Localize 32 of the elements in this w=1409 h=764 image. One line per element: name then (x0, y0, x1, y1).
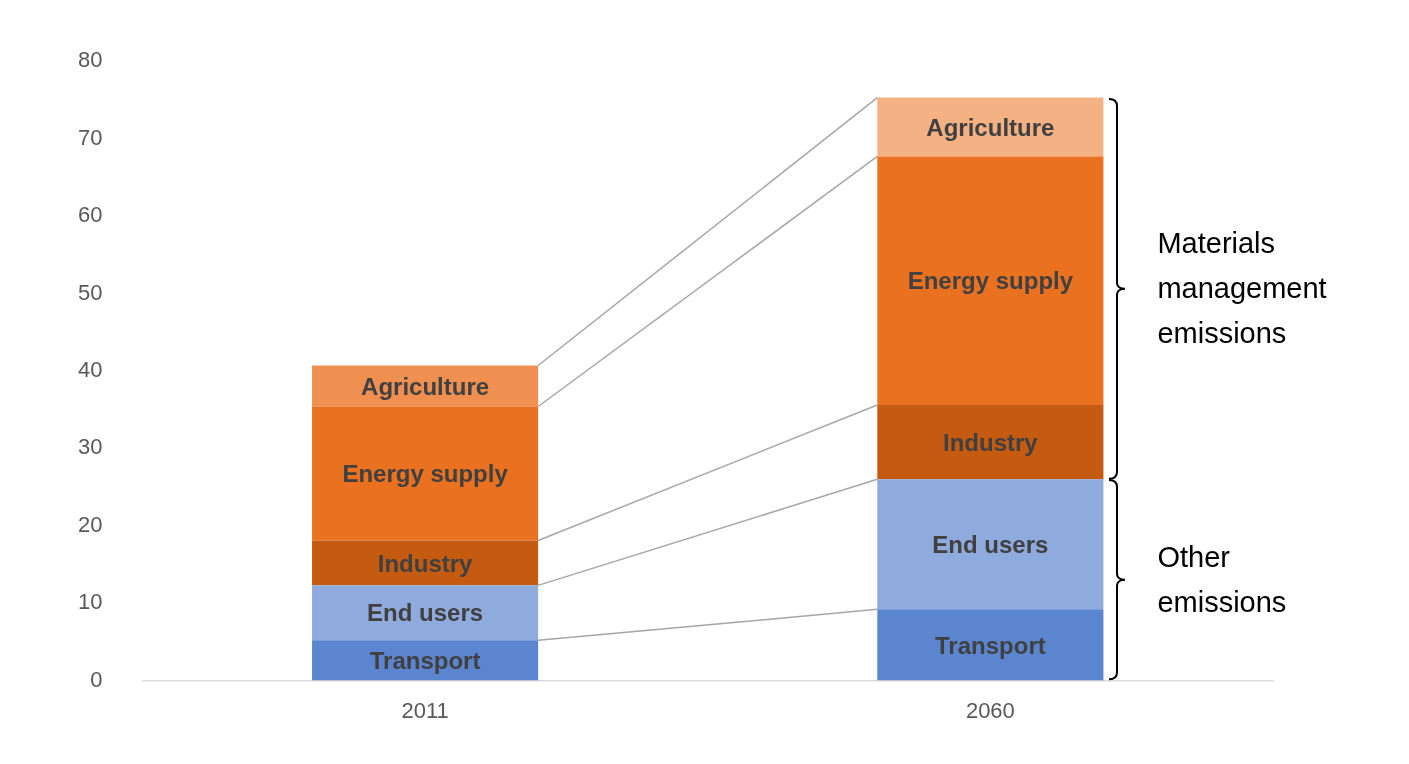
y-tick-label: 40 (77, 356, 103, 382)
y-tick-label: 60 (77, 202, 103, 228)
y-tick-label: 30 (77, 434, 103, 460)
y-tick-label: 20 (77, 511, 103, 537)
series-label: Transport (369, 647, 481, 675)
y-tick-label: 50 (77, 279, 103, 305)
bar (312, 406, 539, 541)
series-label: End users (367, 599, 484, 627)
y-tick-label: 10 (77, 589, 103, 615)
bar (312, 585, 539, 641)
text: Transport (935, 631, 1046, 659)
annotation: Materials management emissions (1157, 225, 1328, 351)
x-tick-label: 2060 (965, 697, 1015, 723)
series-label: Agriculture (361, 372, 490, 400)
text: Energy supply (342, 460, 508, 488)
text: Industry (943, 428, 1038, 456)
bar (877, 404, 1104, 480)
annotation: Other emissions (1157, 539, 1288, 620)
text: End users (932, 530, 1049, 558)
series-label: Industry (377, 549, 474, 577)
y-tick-label: 0 (90, 666, 103, 692)
bar (877, 156, 1104, 405)
bar (312, 365, 539, 407)
bar (877, 97, 1104, 157)
x-tick-label: 2011 (401, 697, 449, 723)
text: Agriculture (926, 113, 1055, 141)
bar (312, 540, 539, 586)
y-tick-label: 70 (77, 124, 103, 150)
bar (877, 479, 1104, 610)
bar (877, 609, 1104, 681)
series-label: Energy supply (907, 267, 1074, 295)
y-tick-label: 80 (77, 47, 103, 73)
